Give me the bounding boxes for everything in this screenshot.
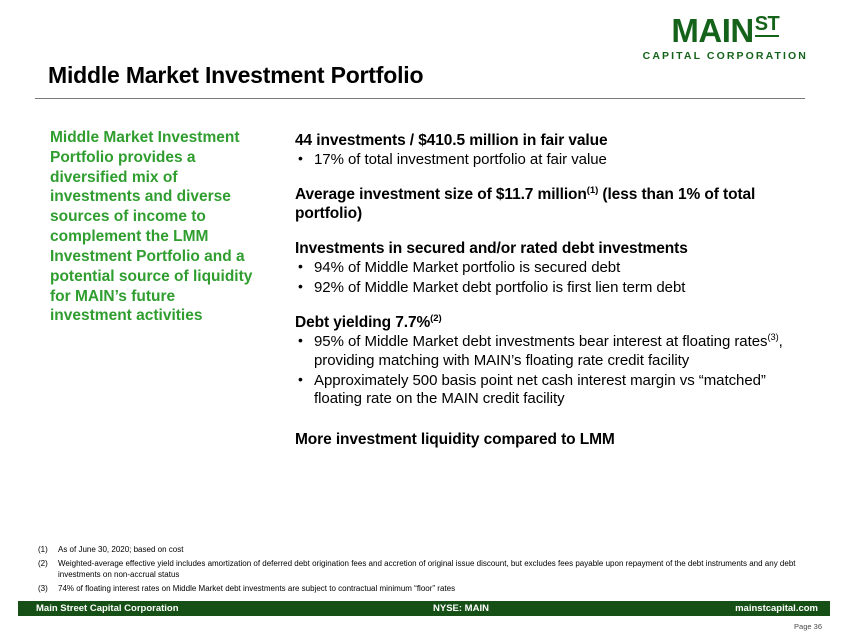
list-item: 92% of Middle Market debt portfolio is f… bbox=[295, 278, 815, 298]
page-number: Page 36 bbox=[794, 622, 822, 631]
content-block-liquidity: More investment liquidity compared to LM… bbox=[295, 430, 815, 449]
footnote-number: (2) bbox=[38, 559, 48, 569]
list-item-text-pre: 95% of Middle Market debt investments be… bbox=[314, 332, 768, 350]
logo-subtitle: CAPITAL CORPORATION bbox=[642, 50, 808, 62]
footnote-ref-2: (2) bbox=[430, 312, 442, 324]
footnote-text: As of June 30, 2020; based on cost bbox=[58, 545, 184, 554]
title-divider bbox=[35, 98, 805, 99]
block-heading: Investments in secured and/or rated debt… bbox=[295, 239, 688, 257]
logo-wordmark: MAIN ST bbox=[643, 14, 808, 47]
footnote-ref-1: (1) bbox=[586, 184, 599, 196]
content-block-debt-yield: Debt yielding 7.7%(2) 95% of Middle Mark… bbox=[295, 313, 815, 410]
list-item: Approximately 500 basis point net cash i… bbox=[295, 371, 815, 410]
heading-text-pre: Debt yielding 7.7% bbox=[295, 313, 431, 331]
company-logo: MAIN ST CAPITAL CORPORATION bbox=[643, 14, 808, 62]
footnote-number: (1) bbox=[38, 545, 48, 554]
block-heading: Average investment size of $11.7 million… bbox=[295, 185, 815, 223]
footnote-ref-3: (3) bbox=[767, 331, 779, 342]
bullet-list: 17% of total investment portfolio at fai… bbox=[295, 150, 815, 170]
footnote-row: (3) 74% of floating interest rates on Mi… bbox=[38, 584, 813, 595]
footer-ticker: NYSE: MAIN bbox=[433, 603, 489, 614]
list-item: 95% of Middle Market debt investments be… bbox=[295, 331, 815, 371]
heading-text-post: (less than 1% of total portfolio) bbox=[295, 186, 756, 223]
footnote-text: 74% of floating interest rates on Middle… bbox=[58, 583, 456, 593]
block-heading: 44 investments / $410.5 million in fair … bbox=[295, 132, 608, 149]
content-block-investments: 44 investments / $410.5 million in fair … bbox=[295, 131, 815, 170]
footer-website[interactable]: mainstcapital.com bbox=[735, 603, 818, 614]
footnote-row: (1) As of June 30, 2020; based on cost bbox=[38, 545, 813, 556]
list-item: 17% of total investment portfolio at fai… bbox=[295, 150, 815, 170]
heading-text-pre: Average investment size of $11.7 million bbox=[295, 186, 587, 204]
content-block-average-size: Average investment size of $11.7 million… bbox=[295, 185, 815, 223]
footer-company: Main Street Capital Corporation bbox=[36, 603, 179, 614]
list-item: 94% of Middle Market portfolio is secure… bbox=[295, 258, 815, 278]
footnote-text: Weighted-average effective yield include… bbox=[58, 559, 796, 579]
block-heading: Debt yielding 7.7%(2) bbox=[295, 313, 815, 332]
content-block-secured-debt: Investments in secured and/or rated debt… bbox=[295, 239, 815, 298]
footnote-row: (2) Weighted-average effective yield inc… bbox=[38, 559, 813, 580]
list-item-text-post: , providing matching with MAIN’s floatin… bbox=[314, 332, 783, 369]
page-title: Middle Market Investment Portfolio bbox=[48, 62, 424, 88]
bullet-list: 95% of Middle Market debt investments be… bbox=[295, 331, 815, 410]
footnotes: (1) As of June 30, 2020; based on cost (… bbox=[38, 545, 813, 598]
logo-st-text: ST bbox=[754, 13, 780, 37]
logo-main-text: MAIN bbox=[671, 12, 754, 49]
footnote-number: (3) bbox=[38, 583, 48, 593]
block-heading: More investment liquidity compared to LM… bbox=[295, 431, 615, 449]
main-content: 44 investments / $410.5 million in fair … bbox=[295, 131, 815, 450]
footer-bar: Main Street Capital Corporation NYSE: MA… bbox=[18, 601, 830, 616]
sidebar-summary-text: Middle Market Investment Portfolio provi… bbox=[50, 129, 253, 325]
bullet-list: 94% of Middle Market portfolio is secure… bbox=[295, 258, 815, 298]
